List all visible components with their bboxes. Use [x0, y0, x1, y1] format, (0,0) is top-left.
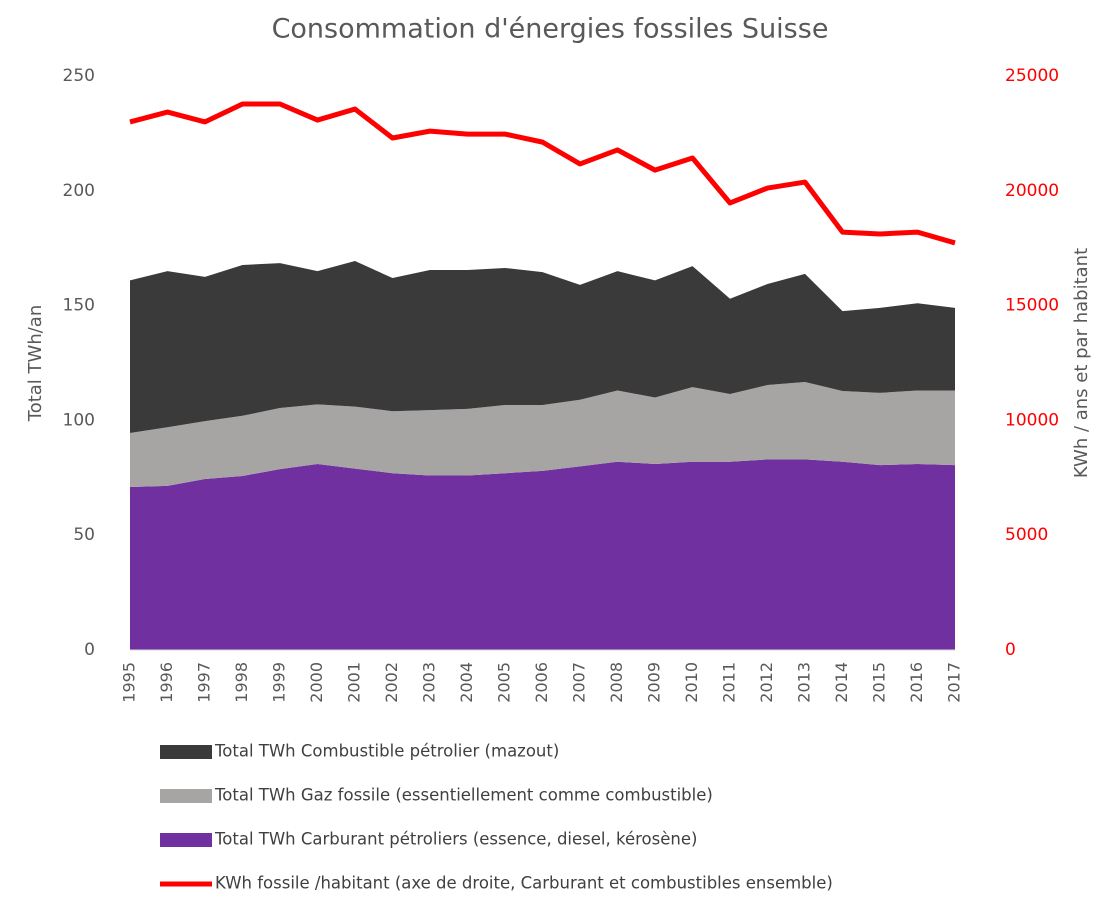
y2-axis-label: KWh / ans et par habitant — [1071, 248, 1092, 478]
legend-swatch — [160, 745, 212, 759]
x-tick-label: 1995 — [120, 662, 139, 703]
y2-tick-label: 5000 — [1005, 525, 1048, 545]
legend-swatch — [160, 833, 212, 847]
y2-tick-label: 25000 — [1005, 66, 1059, 86]
x-tick-label: 2012 — [757, 662, 776, 703]
x-tick-label: 2013 — [795, 662, 814, 703]
x-tick-label: 1999 — [270, 662, 289, 703]
x-tick-label: 2010 — [682, 662, 701, 703]
area — [130, 459, 955, 650]
chart-title: Consommation d'énergies fossiles Suisse — [272, 14, 829, 45]
y-tick-label: 200 — [63, 181, 95, 201]
x-tick-label: 1998 — [232, 662, 251, 703]
x-tick-label: 1996 — [157, 662, 176, 703]
x-tick-label: 2006 — [532, 662, 551, 703]
x-tick-label: 2008 — [607, 662, 626, 703]
x-tick-label: 2001 — [345, 662, 364, 703]
y-tick-label: 100 — [63, 410, 95, 430]
y-axis-label: Total TWh/an — [25, 305, 46, 422]
y2-tick-label: 20000 — [1005, 181, 1059, 201]
y2-tick-label: 0 — [1005, 640, 1016, 660]
area — [130, 382, 955, 487]
y-tick-label: 0 — [84, 640, 95, 660]
legend-label: KWh fossile /habitant (axe de droite, Ca… — [215, 874, 833, 893]
x-tick-label: 2009 — [645, 662, 664, 703]
y-tick-label: 150 — [63, 296, 95, 316]
x-tick-label: 2011 — [720, 662, 739, 703]
x-tick-label: 2014 — [832, 662, 851, 703]
x-tick-label: 2000 — [307, 662, 326, 703]
x-tick-label: 2005 — [495, 662, 514, 703]
x-tick-label: 2004 — [457, 662, 476, 703]
x-tick-label: 2017 — [945, 662, 964, 703]
legend-label: Total TWh Carburant pétroliers (essence,… — [214, 830, 697, 849]
x-tick-label: 2002 — [382, 662, 401, 703]
line — [129, 101, 956, 246]
x-tick-label: 2003 — [420, 662, 439, 703]
area — [130, 261, 955, 434]
x-tick-label: 2016 — [907, 662, 926, 703]
x-tick-label: 2015 — [870, 662, 889, 703]
y2-tick-label: 10000 — [1005, 410, 1059, 430]
x-tick-label: 1997 — [195, 662, 214, 703]
x-tick-label: 2007 — [570, 662, 589, 703]
legend-swatch — [160, 789, 212, 803]
y-tick-label: 250 — [63, 66, 95, 86]
legend-label: Total TWh Combustible pétrolier (mazout) — [214, 742, 559, 761]
legend-label: Total TWh Gaz fossile (essentiellement c… — [214, 786, 713, 805]
y-tick-label: 50 — [73, 525, 95, 545]
y2-tick-label: 15000 — [1005, 296, 1059, 316]
